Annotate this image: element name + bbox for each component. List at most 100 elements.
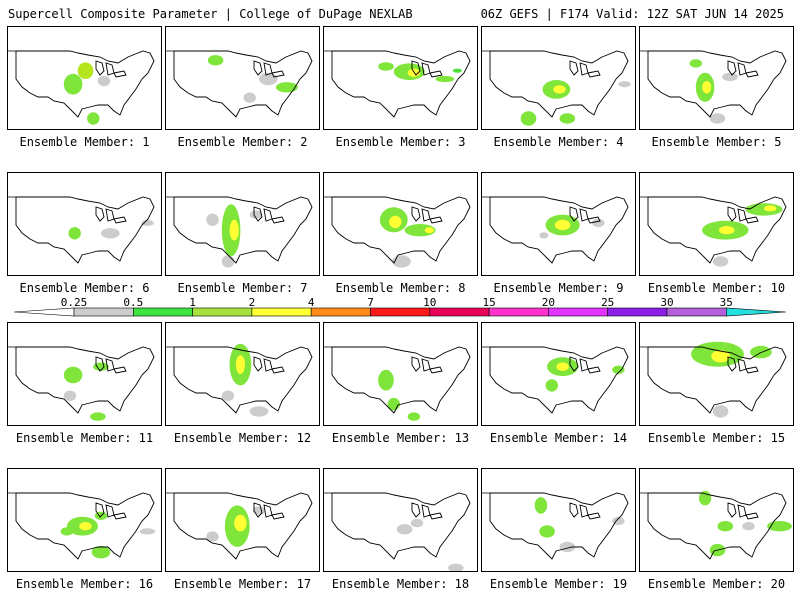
scp-contour xyxy=(452,68,462,73)
scp-contour xyxy=(539,232,549,239)
scp-contour xyxy=(389,215,402,229)
scp-contour xyxy=(553,85,566,94)
colorbar-tick-label: 2 xyxy=(249,296,256,309)
colorbar-tick-label: 0.5 xyxy=(123,296,143,309)
scp-contour xyxy=(719,226,735,235)
colorbar-segment xyxy=(133,307,193,317)
scp-contour xyxy=(709,113,726,124)
colorbar-segment xyxy=(251,307,312,317)
great-lakes xyxy=(727,206,759,224)
scp-contour xyxy=(68,227,81,240)
scp-contour xyxy=(592,218,605,228)
ensemble-map xyxy=(482,346,629,414)
scp-contour xyxy=(243,92,256,103)
panel-label: Ensemble Member: 3 xyxy=(335,135,466,149)
panel-label: Ensemble Member: 17 xyxy=(173,577,312,591)
panel-label: Ensemble Member: 19 xyxy=(489,577,628,591)
panel-label: Ensemble Member: 12 xyxy=(173,431,312,445)
great-lakes xyxy=(411,356,443,374)
scp-contour xyxy=(234,514,247,532)
scp-contour xyxy=(407,68,421,77)
scp-contour xyxy=(91,546,111,559)
scp-contour xyxy=(396,524,413,535)
panel-label: Ensemble Member: 14 xyxy=(489,431,628,445)
scp-contour xyxy=(97,75,111,87)
ensemble-map xyxy=(640,196,787,267)
scp-contour xyxy=(424,227,434,234)
ensemble-map-panel xyxy=(165,468,320,572)
coastline xyxy=(331,492,471,560)
colorbar-segment xyxy=(666,307,727,317)
ensemble-map-panel xyxy=(323,322,478,426)
coastline xyxy=(489,346,629,414)
panel-label: Ensemble Member: 7 xyxy=(177,281,308,295)
scp-contour xyxy=(711,350,730,363)
scp-contour xyxy=(276,82,298,93)
panel-label: Ensemble Member: 13 xyxy=(331,431,470,445)
great-lakes xyxy=(95,60,127,78)
ensemble-map-panel xyxy=(323,468,478,572)
scp-contour xyxy=(717,521,734,532)
coastline xyxy=(331,346,471,414)
scp-contour xyxy=(534,497,548,514)
scp-contour xyxy=(702,81,712,94)
scp-contour xyxy=(742,522,755,531)
great-lakes xyxy=(95,502,127,520)
scp-contour xyxy=(249,210,263,219)
ensemble-map-panel xyxy=(481,322,636,426)
scp-contour xyxy=(139,528,156,535)
scp-contour xyxy=(407,412,421,421)
coastline xyxy=(647,492,787,560)
great-lakes xyxy=(569,206,601,224)
scp-contour xyxy=(79,522,92,531)
panel-label: Ensemble Member: 6 xyxy=(19,281,150,295)
scp-contour xyxy=(101,228,120,239)
scp-contour xyxy=(745,203,783,216)
panel-label: Ensemble Member: 15 xyxy=(647,431,786,445)
scp-contour xyxy=(63,390,77,401)
scp-contour xyxy=(712,405,729,418)
coastline xyxy=(173,196,313,264)
ensemble-map xyxy=(166,196,313,268)
great-lakes xyxy=(727,502,759,520)
coastline xyxy=(15,346,155,414)
panel-label: Ensemble Member: 5 xyxy=(651,135,782,149)
ensemble-map xyxy=(166,492,313,560)
great-lakes xyxy=(569,356,601,374)
scp-contour xyxy=(235,355,245,374)
coastline xyxy=(331,50,471,118)
colorbar-under-triangle xyxy=(13,307,75,317)
scp-contour xyxy=(435,75,455,83)
ensemble-map-panel xyxy=(639,26,794,130)
ensemble-map-panel xyxy=(7,322,162,426)
great-lakes xyxy=(411,502,443,520)
ensemble-map-panel xyxy=(639,172,794,276)
ensemble-map xyxy=(324,50,471,118)
ensemble-map-panel xyxy=(7,26,162,130)
colorbar-segment xyxy=(73,307,134,317)
colorbar-segment xyxy=(310,307,371,317)
ensemble-map xyxy=(324,492,471,571)
scp-contour xyxy=(221,255,235,268)
scp-contour xyxy=(612,516,625,526)
panel-label: Ensemble Member: 18 xyxy=(331,577,470,591)
ensemble-map xyxy=(324,196,471,268)
ensemble-map-panel xyxy=(165,172,320,276)
coastline xyxy=(489,196,629,264)
scp-contour xyxy=(612,365,625,374)
ensemble-map xyxy=(640,490,792,560)
scp-contour xyxy=(712,256,729,267)
colorbar-over-triangle xyxy=(725,307,787,317)
great-lakes xyxy=(253,60,285,78)
scp-contour xyxy=(77,62,94,79)
great-lakes xyxy=(411,206,443,224)
colorbar-tick-label: 10 xyxy=(423,296,436,309)
coastline xyxy=(489,492,629,560)
ensemble-map-panel xyxy=(165,322,320,426)
panel-label: Ensemble Member: 1 xyxy=(19,135,150,149)
great-lakes xyxy=(727,60,759,78)
scp-contour xyxy=(60,527,74,536)
scp-contour xyxy=(764,205,777,212)
scp-contour xyxy=(539,525,555,538)
